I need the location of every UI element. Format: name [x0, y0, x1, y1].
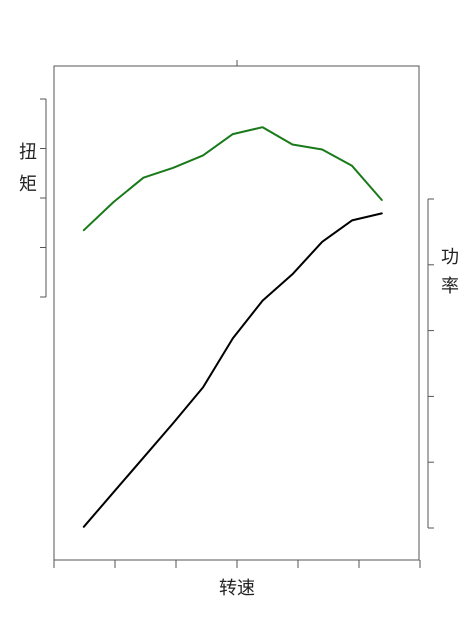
torque-series-line — [82, 126, 383, 232]
plot-frame — [53, 65, 420, 561]
x-axis-label: 转速 — [219, 578, 255, 599]
power-axis-label-2: 率 — [441, 276, 459, 297]
torque-axis-label-2: 矩 — [19, 174, 37, 195]
torque-axis-label-1: 扭 — [19, 142, 37, 163]
series-lines — [82, 126, 383, 528]
tick-marks — [40, 60, 434, 568]
power-series-line — [82, 212, 383, 528]
power-axis-label-1: 功 — [441, 247, 459, 268]
